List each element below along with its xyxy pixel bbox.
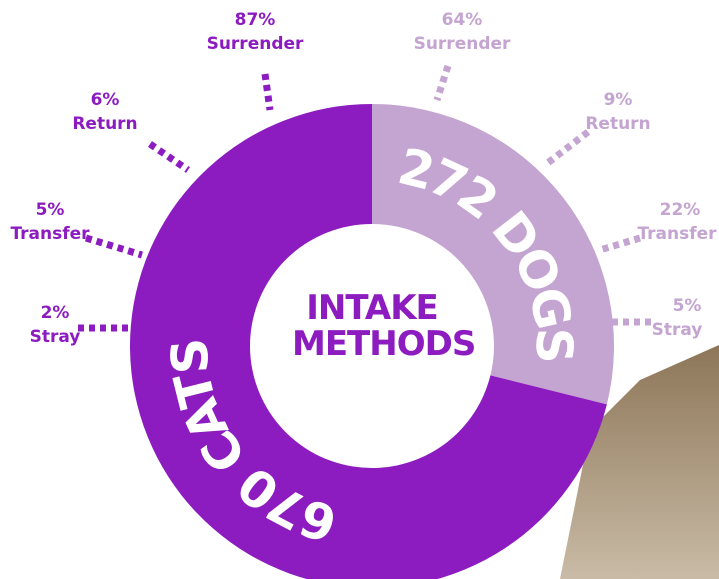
callout-percent: 5% [673,296,702,316]
callout-dashes [437,66,448,100]
callout-percent: 64% [442,10,483,30]
callout-label: Transfer [637,224,717,244]
callout-label: Surrender [414,34,511,54]
callout-dashes [265,74,270,110]
callout-dashes [545,132,588,165]
callout-percent: 22% [660,200,701,220]
callout-percent: 5% [36,200,65,220]
callout-dashes [86,238,142,255]
callout-percent: 6% [91,90,120,110]
callout-label: Return [72,114,137,134]
center-title: INTAKE METHODS [292,290,452,362]
callout-dashes [600,238,640,250]
callout-label: Surrender [207,34,304,54]
callout-label: Stray [30,327,81,347]
callout-percent: 2% [41,303,70,323]
page: 272 DOGS670 CATS64%Surrender9%Return22%T… [0,0,719,579]
callout-label: Stray [652,320,703,340]
callout-label: Transfer [10,224,90,244]
callout-label: Return [585,114,650,134]
callout-percent: 9% [604,90,633,110]
callout-percent: 87% [235,10,276,30]
callout-dashes [150,144,188,170]
